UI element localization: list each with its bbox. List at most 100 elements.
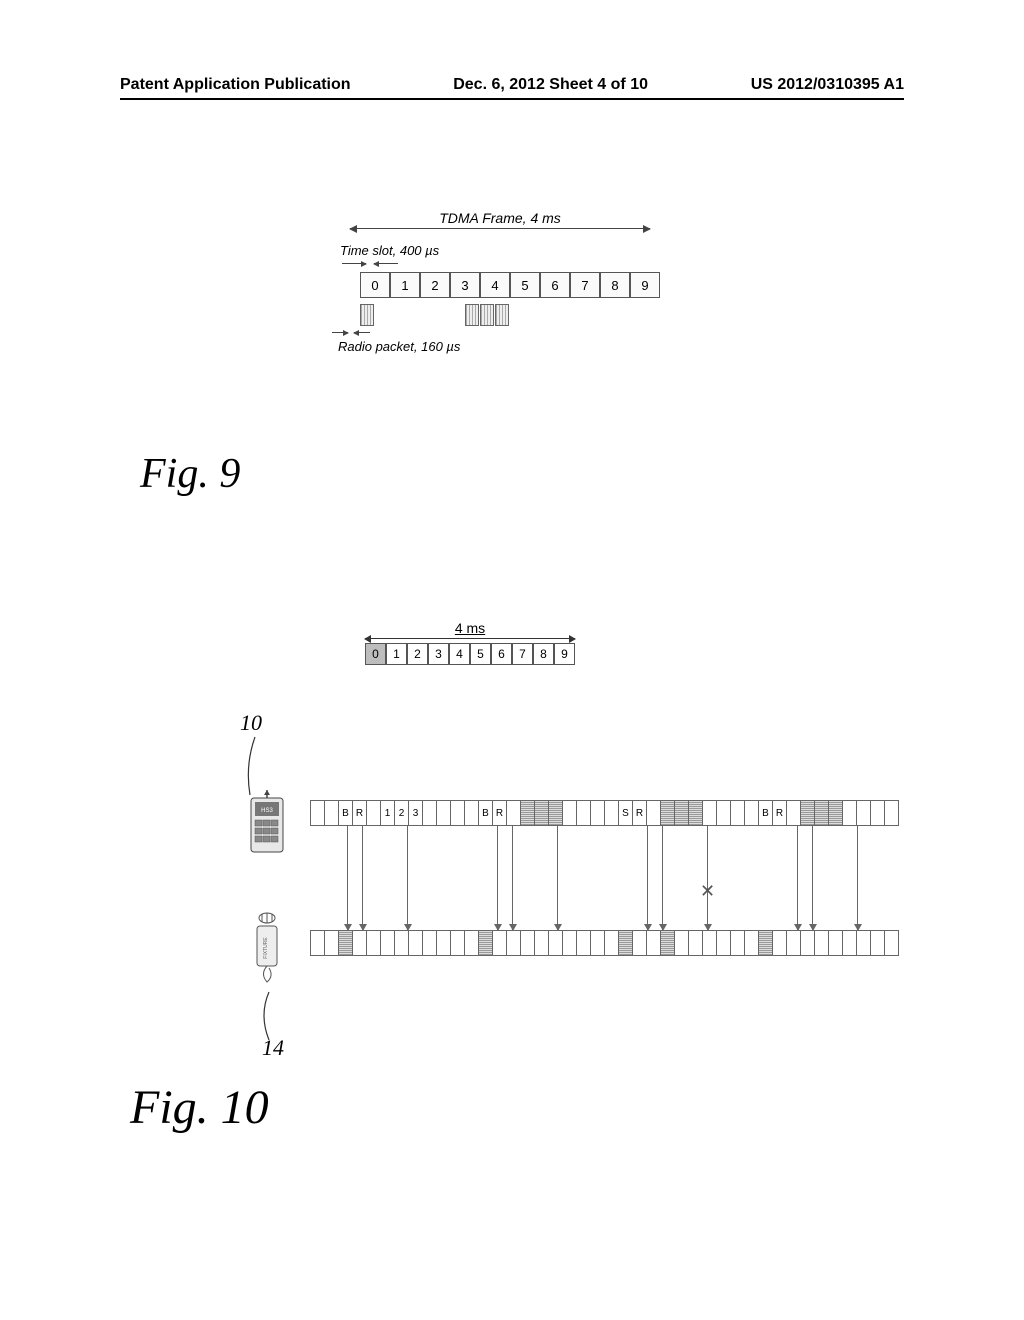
timeline-slot [436, 800, 451, 826]
header-center: Dec. 6, 2012 Sheet 4 of 10 [453, 76, 648, 94]
timeline-slot [758, 930, 773, 956]
timeline-slot [310, 930, 325, 956]
timeline-slot [786, 800, 801, 826]
device-fixture-icon: FIXTURE [245, 910, 293, 990]
timeline-slot [646, 800, 661, 826]
timeline-slot [660, 800, 675, 826]
transmission-arrows: ✕ [310, 826, 950, 930]
timeline-slot [394, 930, 409, 956]
top-slot-cell: 7 [512, 643, 533, 665]
timeline-slot [576, 800, 591, 826]
timeline-slot [422, 800, 437, 826]
timeline-slot [464, 800, 479, 826]
timeline-slot [716, 800, 731, 826]
timeline-slot [870, 800, 885, 826]
top-slot-cell: 5 [470, 643, 491, 665]
timeline-slot [366, 800, 381, 826]
timeline-slot [604, 930, 619, 956]
timeline-slot: R [632, 800, 647, 826]
timeline-slot: 1 [380, 800, 395, 826]
radio-packet [360, 304, 374, 326]
timeline-slot [310, 800, 325, 826]
timeslot-arrows [340, 260, 670, 270]
timeline-slot [436, 930, 451, 956]
top-slot-cell: 1 [386, 643, 407, 665]
timeline-slot: 2 [394, 800, 409, 826]
timeslot-cell: 2 [420, 272, 450, 298]
timeline-slot [478, 930, 493, 956]
packet-arrows [358, 329, 670, 339]
transmission-arrow [797, 826, 798, 930]
timeline-slot [408, 930, 423, 956]
timeline-slot [772, 930, 787, 956]
top-slot-cell: 9 [554, 643, 575, 665]
reference-numeral-14: 14 [262, 1035, 284, 1061]
figure-10: 4 ms 0123456789 [180, 620, 920, 665]
timeline-slot [562, 930, 577, 956]
4ms-label: 4 ms [370, 620, 570, 636]
transmission-arrow [497, 826, 498, 930]
tdma-frame-label: TDMA Frame, 4 ms [330, 210, 670, 226]
transmission-arrow [512, 826, 513, 930]
svg-text:FIXTURE: FIXTURE [263, 937, 269, 959]
packet-row [360, 304, 670, 326]
timeline-slot [506, 930, 521, 956]
tdma-frame-arrow [350, 228, 650, 229]
transmission-arrow [347, 826, 348, 930]
timeline-slot [702, 930, 717, 956]
figure-9: TDMA Frame, 4 ms Time slot, 400 µs 01234… [330, 210, 670, 354]
timeslot-cell: 7 [570, 272, 600, 298]
transmission-fail-icon: ✕ [700, 881, 715, 902]
timeline-slot: 3 [408, 800, 423, 826]
radio-packet [465, 304, 479, 326]
timeline-slot [688, 800, 703, 826]
transmission-arrow [707, 826, 708, 930]
header-rule [120, 98, 904, 100]
timeline-slot [324, 930, 339, 956]
timeline-slot: R [772, 800, 787, 826]
timeline-slot [884, 930, 899, 956]
timeline-slot [856, 930, 871, 956]
timeline-slot [730, 930, 745, 956]
timeline-slot [674, 800, 689, 826]
transmission-arrow [557, 826, 558, 930]
timeline-slot [744, 800, 759, 826]
timeline-slot [506, 800, 521, 826]
controller-timeline: BR123BRSRBR [310, 800, 898, 826]
timeline-slot [604, 800, 619, 826]
timeline-slot [842, 800, 857, 826]
timeline-slot [352, 930, 367, 956]
reference-numeral-10: 10 [240, 710, 262, 736]
transmission-arrow [407, 826, 408, 930]
timeline-slot [856, 800, 871, 826]
timeline-slot [646, 930, 661, 956]
timeline-slot [716, 930, 731, 956]
radio-packet [480, 304, 494, 326]
transmission-arrow [647, 826, 648, 930]
timeline-slot [520, 930, 535, 956]
timeslot-cell: 0 [360, 272, 390, 298]
timeslot-cell: 8 [600, 272, 630, 298]
timeline-slot [548, 800, 563, 826]
timeline-slot [450, 800, 465, 826]
timeslot-cell: 5 [510, 272, 540, 298]
4ms-arrow [365, 638, 575, 639]
timeline-slot: B [758, 800, 773, 826]
timeline-slot [842, 930, 857, 956]
timeline-slot: R [492, 800, 507, 826]
radio-packet-label: Radio packet, 160 µs [338, 339, 670, 354]
timeslot-cell: 3 [450, 272, 480, 298]
timeline-slot [380, 930, 395, 956]
transmission-arrow [812, 826, 813, 930]
timeline-slot [884, 800, 899, 826]
page-header: Patent Application Publication Dec. 6, 2… [0, 76, 1024, 94]
timeline-slot [814, 930, 829, 956]
timeline-slot [632, 930, 647, 956]
transmission-arrow [362, 826, 363, 930]
radio-packet [495, 304, 509, 326]
timeline-slot [450, 930, 465, 956]
timeline-slot [744, 930, 759, 956]
timeline-slot: S [618, 800, 633, 826]
timeline-slot [576, 930, 591, 956]
timeline-slot [366, 930, 381, 956]
